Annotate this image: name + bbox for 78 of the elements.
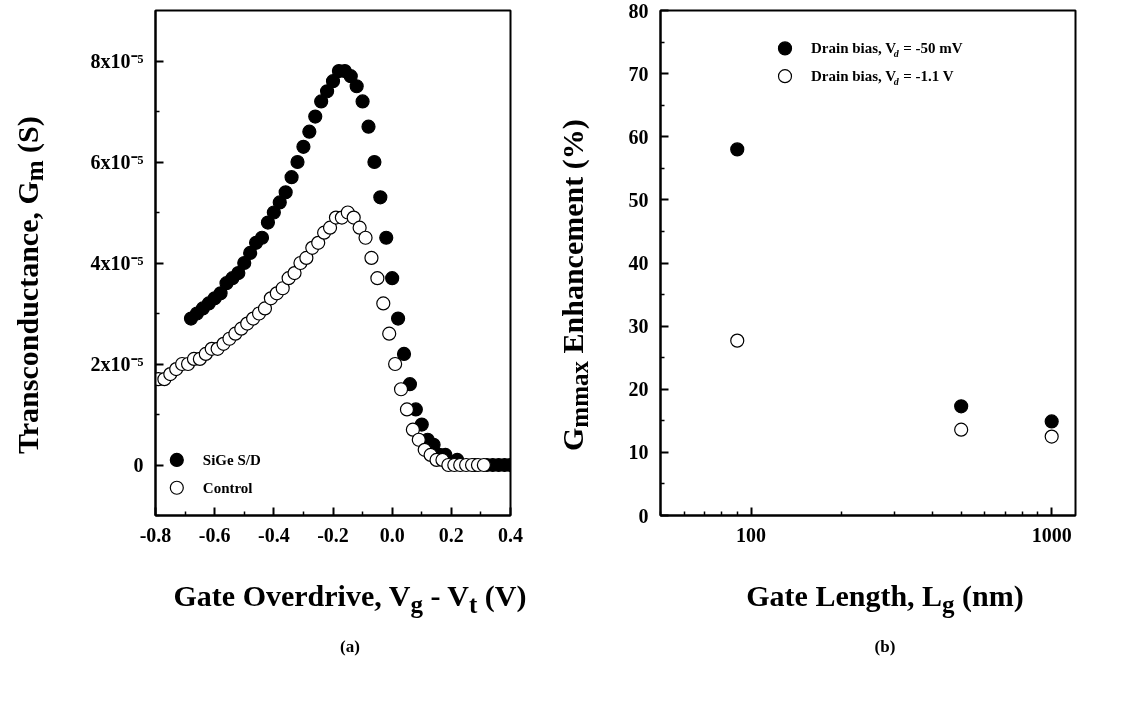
point — [411, 432, 426, 447]
point — [370, 271, 385, 286]
point — [379, 230, 394, 245]
point — [346, 210, 361, 225]
point — [382, 326, 397, 341]
point — [302, 124, 317, 139]
x-tick-label: 1000 — [1031, 523, 1072, 546]
y-tick-label: 0 — [638, 504, 649, 527]
point — [299, 250, 314, 266]
x-tick-label: 0.2 — [438, 523, 464, 546]
point — [290, 154, 305, 170]
point — [1044, 429, 1059, 444]
point — [393, 382, 409, 397]
point — [314, 94, 329, 109]
x-tick-label: -0.8 — [139, 523, 172, 546]
point — [364, 250, 379, 266]
point — [361, 119, 376, 134]
point — [260, 215, 276, 230]
x-axis-title: Gate Length, L$_{g}$ (nm) — [746, 578, 1024, 620]
point — [355, 94, 370, 109]
y-tick-label: 8x10⁻⁵ — [90, 50, 144, 72]
point — [257, 301, 273, 316]
y-tick-label: 80 — [628, 0, 649, 22]
x-tick-label: -0.4 — [258, 523, 290, 546]
y-tick-label: 20 — [628, 378, 649, 401]
y-tick-label: 10 — [628, 441, 649, 464]
x-tick-label: -0.6 — [198, 523, 231, 546]
point — [278, 185, 293, 200]
point — [266, 205, 281, 220]
point — [343, 69, 358, 84]
point — [272, 195, 287, 210]
point — [213, 286, 228, 301]
x-axis-title: Gate Overdrive, V$_{g}$ - V$_{t}$ (V) — [173, 578, 527, 620]
point — [1044, 414, 1059, 429]
point — [284, 170, 299, 185]
point — [254, 230, 270, 245]
point — [358, 230, 373, 245]
x-tick-label: 0.4 — [498, 523, 523, 546]
y-tick-label: 60 — [628, 125, 649, 148]
y-tick-label: 40 — [628, 252, 649, 274]
x-tick-label: 0.0 — [379, 523, 405, 546]
point — [405, 422, 420, 437]
text: (b) — [874, 636, 896, 658]
point — [311, 235, 326, 250]
point — [231, 266, 246, 281]
y-tick-label: 0 — [133, 454, 144, 476]
point — [349, 79, 364, 94]
text: (a) — [340, 636, 360, 658]
y-tick-label: 70 — [628, 62, 649, 85]
point — [390, 311, 406, 326]
point — [243, 245, 258, 260]
legend-label: Control — [202, 479, 253, 496]
point — [296, 139, 311, 154]
point — [352, 220, 367, 235]
point — [319, 84, 335, 99]
point — [385, 271, 400, 286]
point — [396, 346, 412, 361]
y-tick-label: 30 — [628, 315, 649, 338]
point — [730, 333, 745, 348]
point — [373, 190, 388, 205]
point — [275, 281, 290, 296]
point — [376, 296, 391, 311]
point — [322, 220, 338, 235]
point — [388, 356, 403, 372]
y-tick-label: 6x10⁻⁵ — [90, 151, 144, 173]
y-tick-label: 50 — [628, 188, 649, 211]
point — [308, 109, 323, 124]
point — [237, 255, 252, 271]
point — [367, 154, 382, 170]
point — [287, 266, 302, 281]
x-tick-label: 100 — [736, 523, 767, 546]
point — [325, 74, 341, 89]
point — [399, 402, 415, 417]
x-tick-label: -0.2 — [317, 523, 349, 546]
legend-label: SiGe S/D — [202, 451, 261, 468]
point — [730, 142, 745, 157]
y-tick-label: 2x10⁻⁵ — [90, 353, 144, 375]
y-tick-label: 4x10⁻⁵ — [90, 252, 144, 274]
